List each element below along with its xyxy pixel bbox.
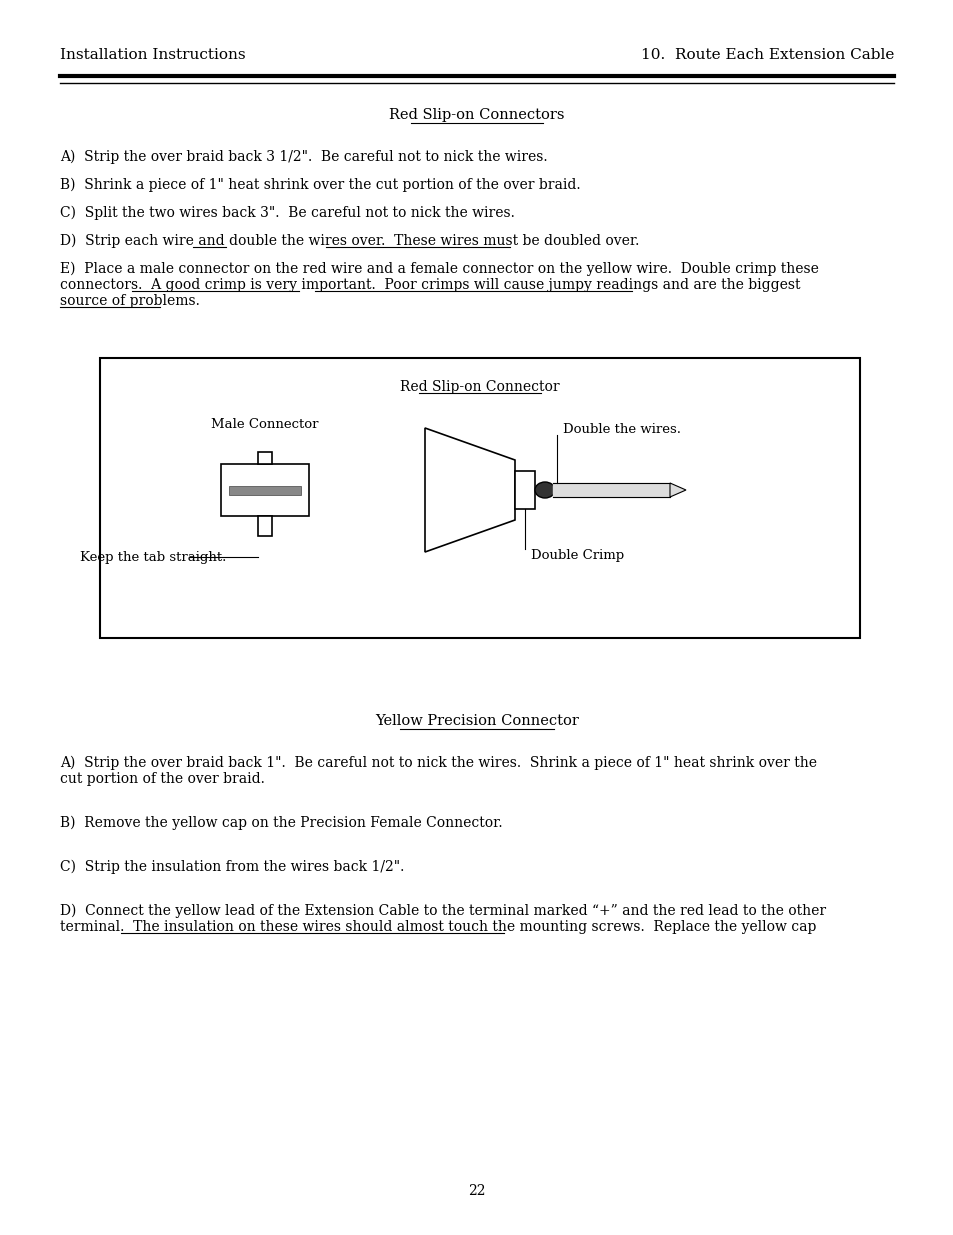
Text: source of problems.: source of problems.: [60, 294, 200, 308]
Text: A)  Strip the over braid back 3 1/2".  Be careful not to nick the wires.: A) Strip the over braid back 3 1/2". Be …: [60, 149, 547, 164]
Text: cut portion of the over braid.: cut portion of the over braid.: [60, 772, 265, 785]
Bar: [229, 485, 301, 494]
Text: terminal.  The insulation on these wires should almost touch the mounting screws: terminal. The insulation on these wires …: [60, 920, 816, 934]
Bar: [100, 358, 859, 638]
Text: Double Crimp: Double Crimp: [531, 550, 623, 562]
Text: 10.  Route Each Extension Cable: 10. Route Each Extension Cable: [640, 48, 893, 62]
Text: Red Slip-on Connectors: Red Slip-on Connectors: [389, 107, 564, 122]
Polygon shape: [424, 429, 515, 552]
Bar: [515, 471, 535, 509]
Text: Double the wires.: Double the wires.: [562, 424, 680, 436]
Ellipse shape: [535, 482, 555, 498]
Text: connectors.  A good crimp is very important.  Poor crimps will cause jumpy readi: connectors. A good crimp is very importa…: [60, 278, 800, 291]
Bar: [257, 516, 272, 536]
Text: Installation Instructions: Installation Instructions: [60, 48, 245, 62]
Text: C)  Strip the insulation from the wires back 1/2".: C) Strip the insulation from the wires b…: [60, 860, 404, 874]
Text: D)  Strip each wire and double the wires over.  These wires must be doubled over: D) Strip each wire and double the wires …: [60, 233, 639, 248]
Text: B)  Remove the yellow cap on the Precision Female Connector.: B) Remove the yellow cap on the Precisio…: [60, 816, 502, 830]
Text: Keep the tab straight.: Keep the tab straight.: [80, 551, 226, 564]
Text: D)  Connect the yellow lead of the Extension Cable to the terminal marked “+” an: D) Connect the yellow lead of the Extens…: [60, 904, 825, 919]
Polygon shape: [669, 483, 685, 496]
Text: Yellow Precision Connector: Yellow Precision Connector: [375, 714, 578, 727]
Text: C)  Split the two wires back 3".  Be careful not to nick the wires.: C) Split the two wires back 3". Be caref…: [60, 206, 515, 220]
Bar: [221, 464, 309, 516]
Text: A)  Strip the over braid back 1".  Be careful not to nick the wires.  Shrink a p: A) Strip the over braid back 1". Be care…: [60, 756, 816, 771]
Text: 22: 22: [468, 1184, 485, 1198]
Text: E)  Place a male connector on the red wire and a female connector on the yellow : E) Place a male connector on the red wir…: [60, 262, 818, 277]
Bar: [257, 452, 272, 464]
Text: Male Connector: Male Connector: [211, 417, 318, 431]
Text: B)  Shrink a piece of 1" heat shrink over the cut portion of the over braid.: B) Shrink a piece of 1" heat shrink over…: [60, 178, 580, 193]
Text: Red Slip-on Connector: Red Slip-on Connector: [399, 380, 559, 394]
